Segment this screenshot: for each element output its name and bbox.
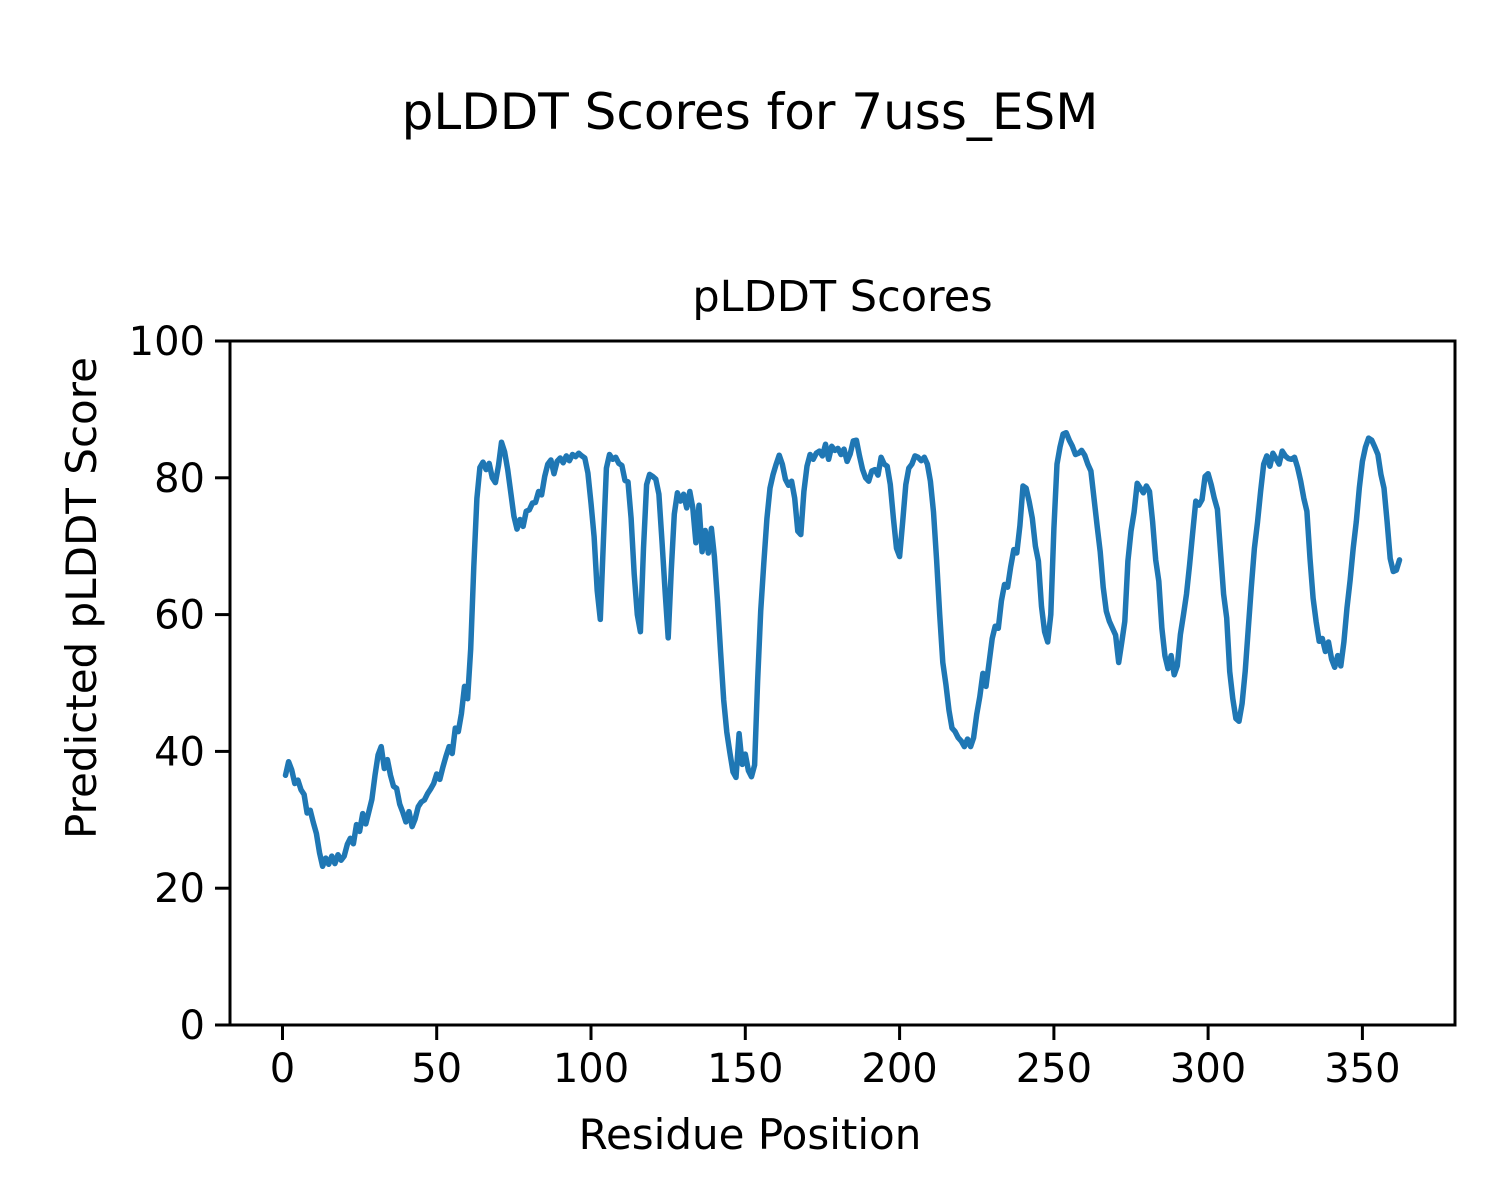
y-tick-label: 20 — [154, 866, 205, 912]
x-tick-label: 250 — [1016, 1046, 1092, 1092]
x-tick-label: 200 — [861, 1046, 937, 1092]
y-tick-label: 80 — [154, 456, 205, 502]
axes-spines — [228, 339, 1457, 1027]
x-tick-label: 150 — [707, 1046, 783, 1092]
x-tick-label: 300 — [1170, 1046, 1246, 1092]
axes-title: pLDDT Scores — [692, 272, 993, 322]
y-tick-label: 60 — [154, 593, 205, 639]
figure-title: pLDDT Scores for 7uss_ESM — [401, 83, 1099, 141]
x-tick-label: 100 — [553, 1046, 629, 1092]
y-tick-label: 100 — [129, 319, 205, 365]
x-tick-label: 0 — [270, 1046, 295, 1092]
x-tick-label: 50 — [411, 1046, 462, 1092]
y-tick-label: 0 — [180, 1003, 205, 1049]
x-axis-label: Residue Position — [578, 1110, 922, 1159]
y-tick-label: 40 — [154, 729, 205, 775]
plddt-line — [282, 429, 1403, 870]
x-tick-label: 350 — [1324, 1046, 1400, 1092]
